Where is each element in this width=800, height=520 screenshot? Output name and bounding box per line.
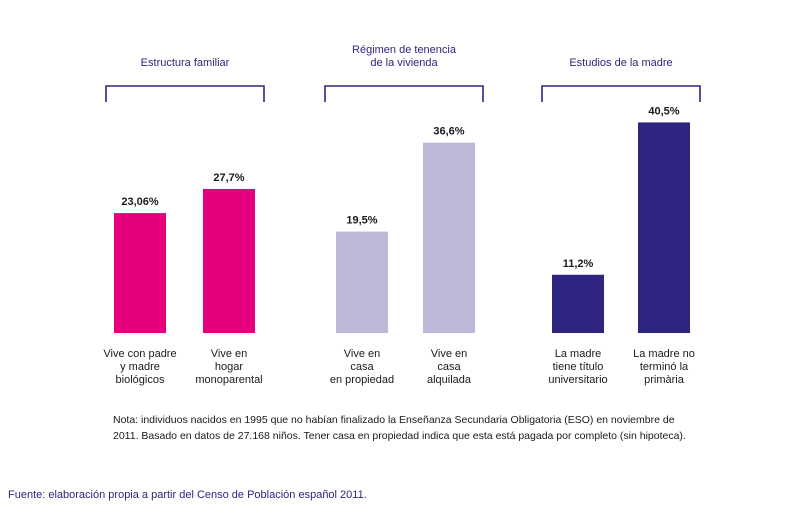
bar: [423, 142, 475, 333]
data-label: 27,7%: [213, 172, 244, 184]
group-title: Estructura familiar: [141, 57, 230, 69]
group-bracket: [105, 85, 265, 102]
category-label: biológicos: [116, 374, 165, 386]
category-label: Vive en: [344, 348, 381, 360]
category-label: casa: [437, 361, 461, 373]
group-title: Estudios de la madre: [569, 57, 672, 69]
chart-note: Nota: individuos nacidos en 1995 que no …: [113, 412, 733, 444]
bar-chart: Estructura familiar 23,06% Vive con padrey…: [103, 44, 701, 386]
category-label: y madre: [120, 361, 160, 373]
bar: [114, 213, 166, 333]
category-label: Vive en: [211, 348, 248, 360]
category-label: La madre: [555, 348, 601, 360]
category-label: terminó la: [640, 361, 689, 373]
category-label: en propiedad: [330, 374, 394, 386]
data-label: 40,5%: [648, 105, 679, 117]
category-label: monoparental: [195, 374, 262, 386]
note-line-2: 2011. Basado en datos de 27.168 niños. T…: [113, 430, 686, 442]
group-bracket: [541, 85, 701, 102]
bar: [638, 122, 690, 334]
bar: [336, 231, 388, 333]
bar: [203, 188, 255, 333]
group-title: Régimen de tenencia: [352, 44, 457, 56]
category-label: universitario: [548, 374, 607, 386]
data-label: 36,6%: [433, 126, 464, 138]
note-line-1: Nota: individuos nacidos en 1995 que no …: [113, 414, 675, 426]
category-label: casa: [350, 361, 374, 373]
category-label: Vive con padre: [103, 348, 176, 360]
category-label: alquilada: [427, 374, 472, 386]
category-label: hogar: [215, 361, 243, 373]
category-label: Vive en: [431, 348, 468, 360]
group-bracket: [324, 85, 484, 102]
bar: [552, 274, 604, 333]
data-label: 23,06%: [121, 196, 159, 208]
data-label: 19,5%: [346, 215, 377, 227]
data-label: 11,2%: [563, 258, 594, 270]
group-title: de la vivienda: [370, 57, 438, 69]
category-label: tiene título: [553, 361, 604, 373]
category-label: primària: [644, 374, 685, 386]
source-text: Fuente: elaboración propia a partir del …: [8, 489, 367, 501]
category-label: La madre no: [633, 348, 695, 360]
